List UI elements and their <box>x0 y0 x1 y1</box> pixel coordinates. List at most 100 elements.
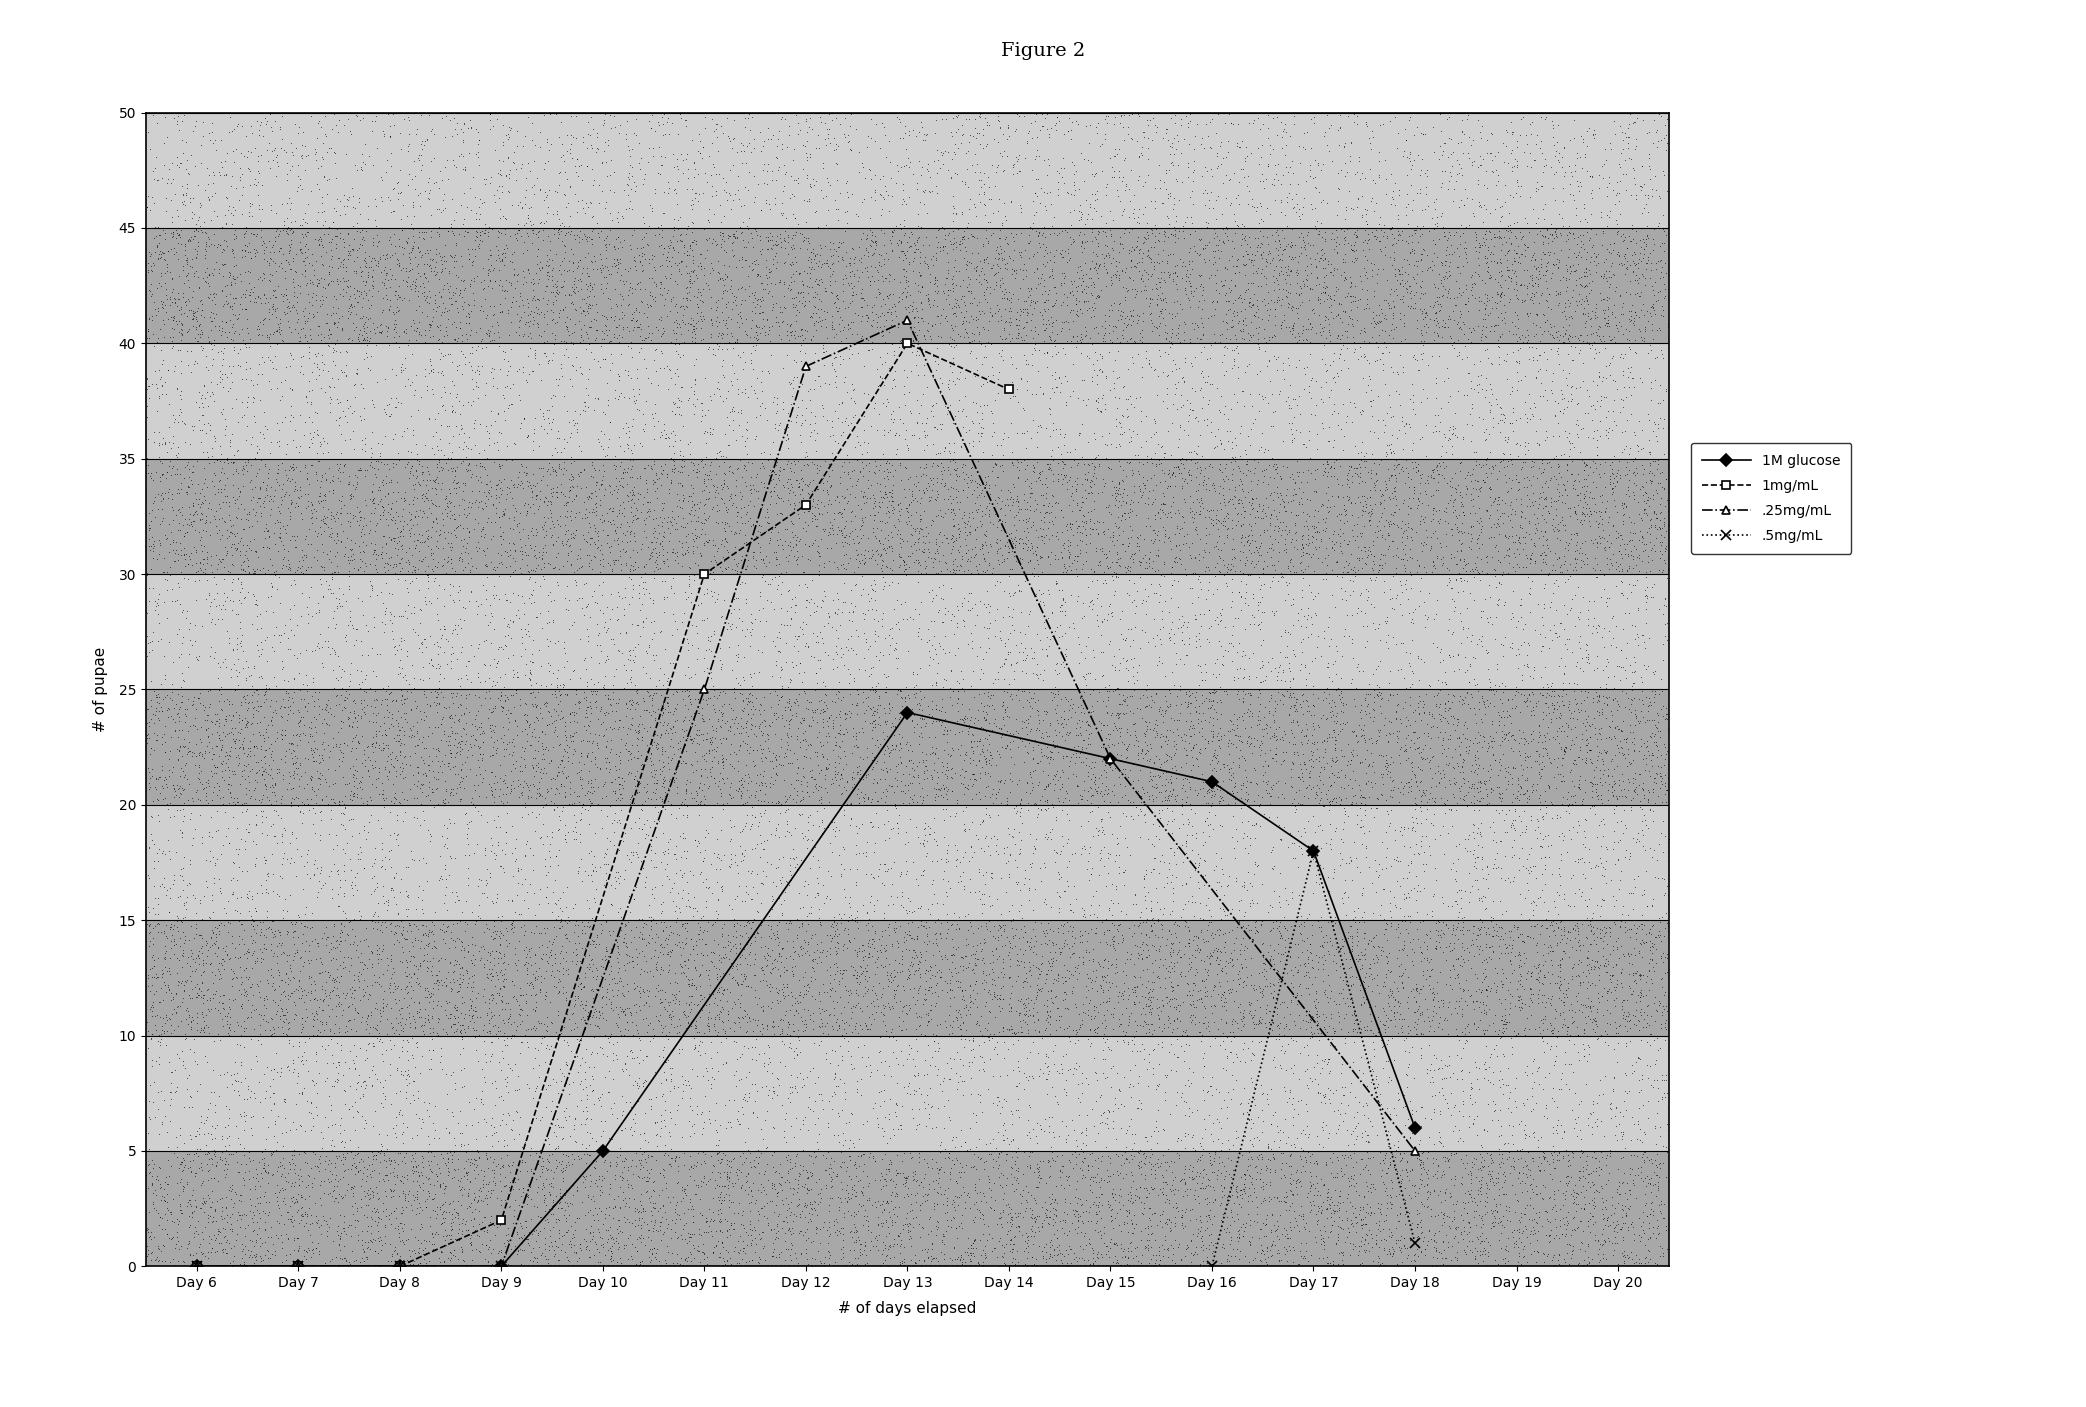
Point <box>353 1183 386 1206</box>
Point <box>434 507 467 529</box>
Point <box>703 715 736 737</box>
Point <box>1435 940 1469 962</box>
Point <box>536 736 569 758</box>
Point <box>1364 1010 1398 1033</box>
Point <box>1129 860 1162 882</box>
Point <box>1110 702 1143 725</box>
Point <box>841 678 874 701</box>
Point <box>1410 1230 1444 1252</box>
Point <box>1208 273 1241 295</box>
Point <box>657 1005 690 1027</box>
Point <box>1554 566 1587 588</box>
Point <box>259 279 292 301</box>
Point <box>1053 789 1087 812</box>
Point <box>271 1000 305 1023</box>
Point <box>305 860 338 882</box>
Point <box>315 788 348 810</box>
Point <box>1646 867 1679 889</box>
Point <box>697 983 730 1006</box>
Point <box>173 848 207 871</box>
Point <box>517 219 551 242</box>
Point <box>1085 847 1118 870</box>
Point <box>1356 936 1389 958</box>
Point <box>1154 1012 1187 1034</box>
Point <box>647 919 680 941</box>
Point <box>503 357 536 380</box>
Point <box>417 1127 451 1150</box>
Point <box>1118 991 1151 1013</box>
Point <box>749 709 782 732</box>
Point <box>1348 713 1381 736</box>
Point <box>603 864 636 886</box>
Point <box>1193 512 1227 535</box>
1mg/mL <box>388 1258 413 1275</box>
Point <box>1304 1202 1337 1224</box>
Point <box>830 979 864 1002</box>
Point <box>738 136 772 159</box>
Point <box>1514 402 1548 425</box>
Point <box>1610 366 1644 388</box>
Point <box>1350 210 1383 232</box>
Point <box>492 249 526 272</box>
Point <box>1325 502 1358 525</box>
Point <box>855 315 889 338</box>
Point <box>1285 983 1318 1006</box>
Point <box>353 1179 386 1202</box>
Point <box>257 1141 290 1164</box>
Point <box>1126 484 1160 507</box>
Point <box>1043 367 1076 390</box>
Point <box>1116 591 1149 613</box>
Point <box>202 819 236 841</box>
Point <box>839 1165 872 1188</box>
Point <box>766 937 799 960</box>
Point <box>1166 1206 1199 1228</box>
Point <box>373 1012 407 1034</box>
Point <box>912 290 945 312</box>
Point <box>1521 957 1554 979</box>
Point <box>1477 160 1510 183</box>
Point <box>1404 746 1437 768</box>
Point <box>1243 400 1277 422</box>
Point <box>718 991 751 1013</box>
Point <box>578 1244 611 1266</box>
Point <box>519 606 553 629</box>
Point <box>1277 832 1310 854</box>
Point <box>309 1106 342 1128</box>
Point <box>1519 740 1552 763</box>
Point <box>1206 1151 1239 1173</box>
Point <box>1368 214 1402 236</box>
Point <box>1523 761 1556 784</box>
Point <box>1168 611 1202 633</box>
Point <box>169 764 202 787</box>
Point <box>565 362 599 384</box>
Point <box>1039 1175 1072 1197</box>
Point <box>638 763 672 785</box>
Point <box>1329 882 1362 905</box>
Point <box>1402 231 1435 253</box>
Point <box>204 877 238 899</box>
Point <box>457 1017 490 1040</box>
Point <box>1498 501 1531 523</box>
Point <box>242 1175 275 1197</box>
Point <box>836 528 870 550</box>
Point <box>755 284 789 307</box>
Point <box>194 953 227 975</box>
Point <box>695 232 728 255</box>
Point <box>273 342 307 364</box>
Point <box>1277 113 1310 135</box>
Point <box>1310 782 1343 805</box>
Point <box>1423 512 1456 535</box>
Point <box>1131 1013 1164 1036</box>
Point <box>582 1000 615 1023</box>
Point <box>401 533 434 556</box>
Point <box>636 1196 670 1218</box>
Point <box>1202 938 1235 961</box>
Point <box>862 1214 895 1237</box>
Point <box>1120 526 1154 549</box>
Point <box>1254 794 1287 816</box>
Point <box>240 183 273 205</box>
Point <box>703 1151 736 1173</box>
Point <box>136 310 169 332</box>
Point <box>1619 219 1652 242</box>
Point <box>1341 924 1375 947</box>
